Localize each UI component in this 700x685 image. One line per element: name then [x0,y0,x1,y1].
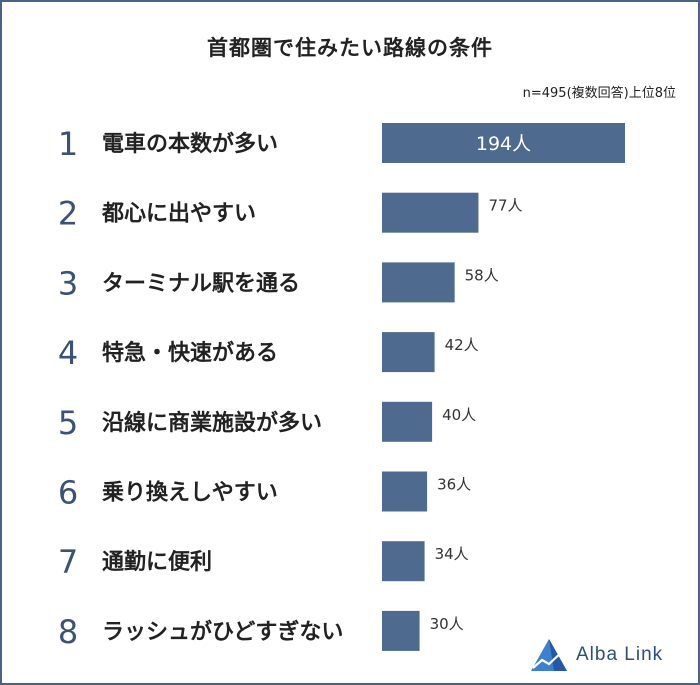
brand-logo: Alba Link [530,638,663,672]
category-label: 通勤に便利 [102,549,212,575]
category-label: 電車の本数が多い [102,131,278,157]
bar [382,123,625,163]
rank-number: 6 [58,474,78,512]
rank-number: 1 [58,125,78,163]
rank-number: 3 [58,264,78,302]
value-label: 58人 [465,266,499,284]
value-label: 194人 [476,133,531,155]
rank-number: 8 [58,613,78,651]
bar [382,471,428,512]
rank-number: 7 [58,543,78,581]
alba-link-logo-icon [531,639,567,671]
rank-number: 2 [58,195,78,233]
value-label: 36人 [437,476,471,494]
rank-number: 5 [58,404,78,442]
bar [382,610,420,651]
bar [382,541,425,582]
category-label: 沿線に商業施設が多い [102,410,322,436]
brand-name: Alba Link [576,644,664,665]
bar [382,262,455,303]
category-label: 都心に出やすい [101,202,256,227]
value-label: 77人 [488,197,522,215]
bar [382,332,435,373]
category-label: ラッシュがひどすぎない [102,619,343,645]
bar [382,401,433,442]
category-label: 特急・快速がある [102,340,278,366]
value-label: 30人 [430,615,464,633]
chart-title: 首都圏で住みたい路線の条件 [207,36,493,60]
bar [382,192,479,233]
value-label: 42人 [445,336,479,354]
value-label: 40人 [442,406,476,424]
rank-number: 4 [58,334,78,372]
category-label: 乗り換えしやすい [102,480,278,506]
category-label: ターミナル駅を通る [102,271,300,296]
sample-note: n=495(複数回答)上位8位 [522,86,676,101]
value-label: 34人 [435,545,469,563]
